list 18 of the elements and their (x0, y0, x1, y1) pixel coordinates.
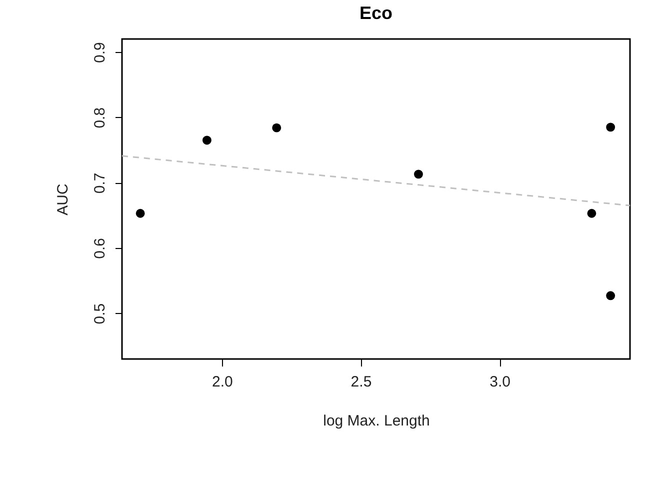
point (272, 123, 282, 132)
y-tick-label: 0.8 (92, 107, 108, 128)
y-axis-title: AUC (54, 184, 72, 216)
x-tick-label: 3.0 (490, 374, 510, 390)
x-tick-label: 2.0 (212, 374, 233, 390)
point (606, 122, 616, 132)
chart-title: Eco (359, 3, 393, 23)
x-tick-label: 2.5 (350, 374, 372, 390)
point (136, 208, 145, 218)
point (587, 208, 596, 218)
x-axis-title: log Max. Length (323, 412, 430, 430)
point (606, 291, 616, 300)
y-tick-label: 0.7 (92, 172, 108, 194)
point (414, 170, 423, 179)
y-tick-label: 0.6 (92, 238, 108, 259)
point (202, 136, 212, 145)
y-tick-label: 0.5 (92, 303, 108, 324)
y-tick-label: 0.9 (92, 42, 108, 63)
